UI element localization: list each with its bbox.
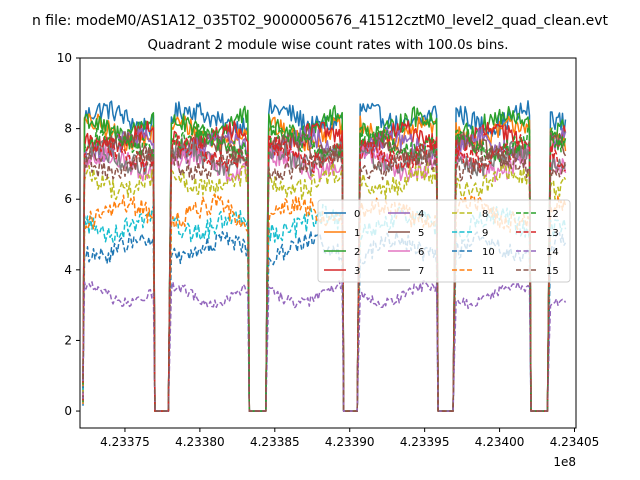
legend-label-0: 0 — [354, 209, 360, 220]
x-tick-label: 4.23375 — [100, 435, 150, 449]
legend-label-12: 12 — [546, 209, 559, 220]
x-tick-label: 4.23390 — [325, 435, 375, 449]
legend-label-4: 4 — [418, 209, 424, 220]
plot-frame — [79, 57, 577, 429]
legend-label-9: 9 — [482, 228, 488, 239]
legend-label-6: 6 — [418, 247, 424, 258]
legend-label-1: 1 — [354, 228, 360, 239]
legend-label-3: 3 — [354, 266, 360, 277]
legend-label-8: 8 — [482, 209, 488, 220]
y-axis: 0 2 4 6 8 10 — [57, 51, 80, 418]
x-tick-label: 4.23400 — [475, 435, 525, 449]
legend-label-13: 13 — [546, 228, 559, 239]
legend-label-14: 14 — [546, 247, 559, 258]
x-offset-label: 1e8 — [553, 455, 576, 469]
legend-label-15: 15 — [546, 266, 559, 277]
y-tick-label: 8 — [64, 122, 72, 136]
x-axis: 4.23375 4.23380 4.23385 4.23390 4.23395 4.234… — [100, 428, 599, 449]
legend-label-7: 7 — [418, 266, 424, 277]
x-tick-label: 4.23405 — [550, 435, 600, 449]
y-tick-label: 4 — [64, 263, 72, 277]
legend-label-2: 2 — [354, 247, 360, 258]
x-tick-label: 4.23395 — [400, 435, 450, 449]
legend-box — [317, 199, 571, 283]
y-tick-label: 2 — [64, 333, 72, 347]
y-tick-label: 0 — [64, 404, 72, 418]
x-tick-label: 4.23380 — [175, 435, 225, 449]
series-line-15 — [82, 144, 567, 412]
legend-label-5: 5 — [418, 228, 424, 239]
legend-label-11: 11 — [482, 266, 495, 277]
x-tick-label: 4.23385 — [250, 435, 300, 449]
chart-title: Quadrant 2 module wise count rates with … — [148, 38, 509, 53]
legend-label-10: 10 — [482, 247, 495, 258]
y-tick-label: 10 — [57, 51, 72, 65]
y-tick-label: 6 — [64, 192, 72, 206]
figure-suptitle: n file: modeM0/AS1A12_035T02_9000005676_… — [32, 13, 609, 29]
